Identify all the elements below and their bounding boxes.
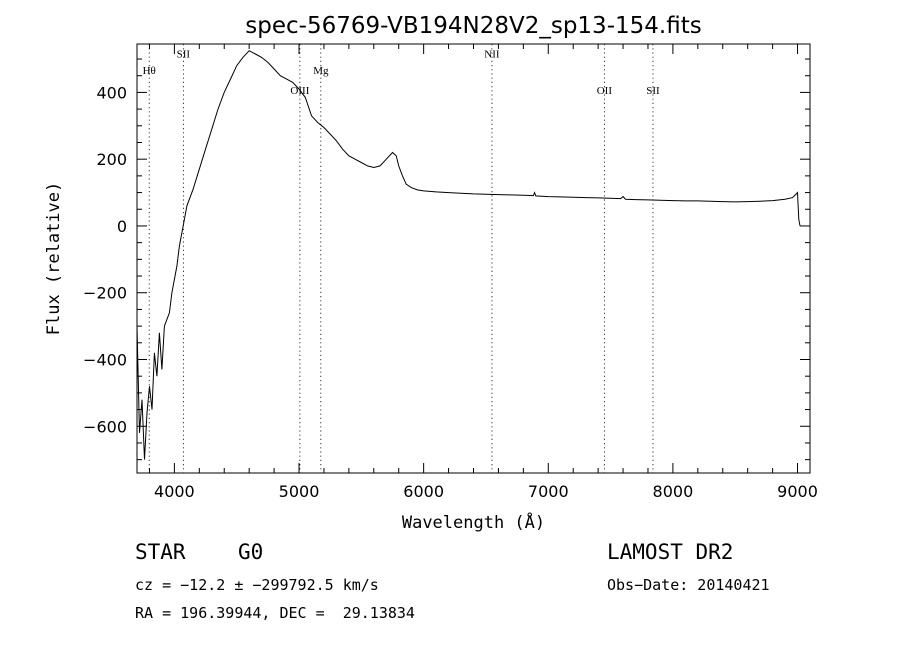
x-tick-label: 8000 <box>653 482 694 501</box>
x-tick-label: 5000 <box>279 482 320 501</box>
object-subclass: G0 <box>238 540 264 564</box>
spectral-line-label: NII <box>484 48 500 60</box>
spectral-line-label: SII <box>646 85 660 97</box>
obs-date-text: Obs−Date: 20140421 <box>607 576 770 594</box>
y-tick-label: −600 <box>83 417 127 436</box>
spectral-line-label: SII <box>177 48 191 60</box>
x-axis-label: Wavelength (Å) <box>402 511 545 533</box>
x-tick-label: 9000 <box>777 482 818 501</box>
y-tick-label: 200 <box>96 150 127 169</box>
y-tick-label: 0 <box>117 217 127 236</box>
x-tick-label: 4000 <box>154 482 195 501</box>
plot-frame <box>136 43 811 474</box>
x-tick-label: 6000 <box>403 482 444 501</box>
chart-title: spec-56769-VB194N28V2_sp13-154.fits <box>245 13 701 39</box>
y-tick-label: −400 <box>83 350 127 369</box>
spectrum-line <box>136 50 801 460</box>
spectral-line-label: OII <box>597 85 613 97</box>
y-tick-label: 400 <box>96 83 127 102</box>
y-tick-label: −200 <box>83 284 127 303</box>
spectral-line-label: Mg <box>313 65 329 77</box>
radec-text: RA = 196.39944, DEC = 29.13834 <box>135 604 415 622</box>
spectral-line-label: Hθ <box>143 65 156 77</box>
y-axis-label: Flux (relative) <box>44 182 64 336</box>
object-class: STAR <box>135 540 186 564</box>
survey-name: LAMOST DR2 <box>607 540 734 564</box>
x-tick-label: 7000 <box>528 482 569 501</box>
redshift-text: cz = −12.2 ± −299792.5 km/s <box>135 576 379 594</box>
